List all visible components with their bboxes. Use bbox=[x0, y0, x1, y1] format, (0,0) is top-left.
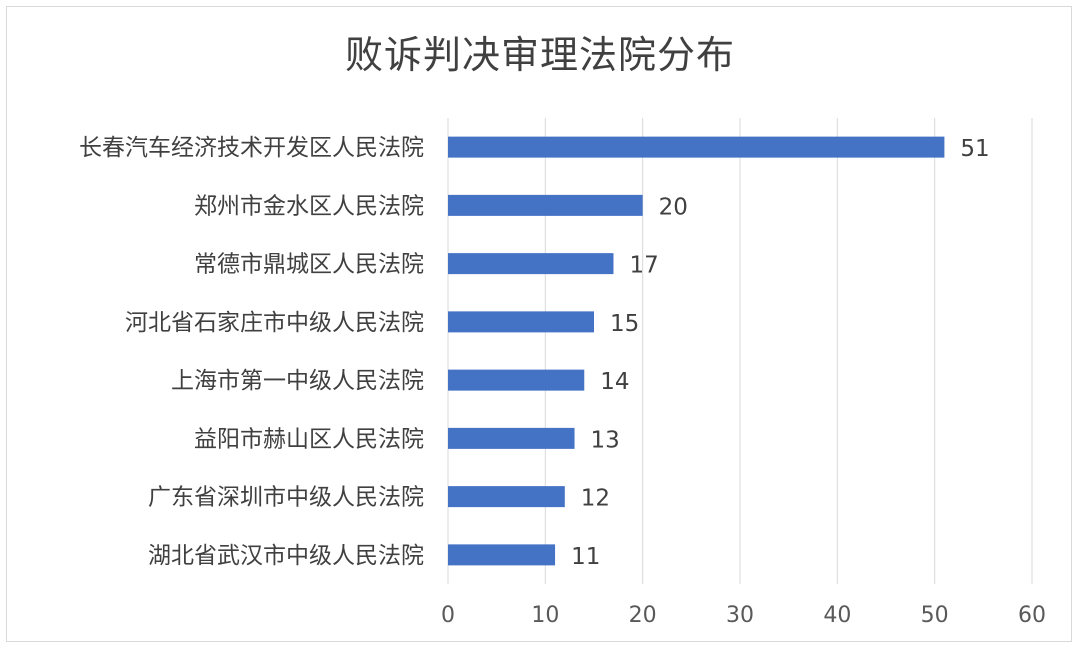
value-label: 51 bbox=[960, 136, 989, 162]
x-tick-label: 10 bbox=[531, 603, 559, 628]
chart-title: 败诉判决审理法院分布 bbox=[344, 33, 735, 77]
gridlines bbox=[447, 118, 1033, 584]
category-labels: 长春汽车经济技术开发区人民法院郑州市金水区人民法院常德市鼎城区人民法院河北省石家… bbox=[79, 135, 424, 569]
value-label: 11 bbox=[571, 544, 600, 570]
value-labels: 51 20 17 15 14 13 12 11 bbox=[571, 136, 990, 570]
value-label: 20 bbox=[659, 194, 688, 220]
category-label: 益阳市赫山区人民法院 bbox=[194, 426, 424, 452]
category-label: 河北省石家庄市中级人民法院 bbox=[125, 310, 424, 336]
bars bbox=[448, 136, 945, 566]
value-label: 13 bbox=[591, 427, 620, 453]
bar bbox=[448, 486, 565, 508]
x-tick-label: 20 bbox=[629, 603, 657, 628]
x-tick-label: 0 bbox=[441, 603, 455, 628]
category-label: 常德市鼎城区人民法院 bbox=[194, 252, 424, 278]
value-label: 15 bbox=[610, 311, 639, 337]
category-label: 上海市第一中级人民法院 bbox=[171, 368, 424, 394]
x-tick-label: 50 bbox=[921, 603, 949, 628]
bar bbox=[448, 369, 585, 391]
x-tick-labels: 0 10 20 30 40 50 60 bbox=[441, 603, 1046, 628]
bar bbox=[448, 427, 575, 449]
bar bbox=[448, 194, 643, 216]
category-label: 广东省深圳市中级人民法院 bbox=[148, 485, 424, 511]
bar bbox=[448, 544, 556, 566]
category-label: 郑州市金水区人民法院 bbox=[194, 193, 424, 219]
bar bbox=[448, 311, 594, 333]
x-tick-label: 30 bbox=[726, 603, 754, 628]
category-label: 湖北省武汉市中级人民法院 bbox=[148, 543, 424, 569]
value-label: 12 bbox=[581, 486, 610, 512]
bar bbox=[448, 136, 945, 158]
x-tick-label: 60 bbox=[1018, 603, 1046, 628]
category-label: 长春汽车经济技术开发区人民法院 bbox=[79, 135, 424, 161]
value-label: 14 bbox=[600, 369, 629, 395]
bar bbox=[448, 253, 614, 275]
x-tick-label: 40 bbox=[823, 603, 851, 628]
value-label: 17 bbox=[629, 253, 658, 279]
